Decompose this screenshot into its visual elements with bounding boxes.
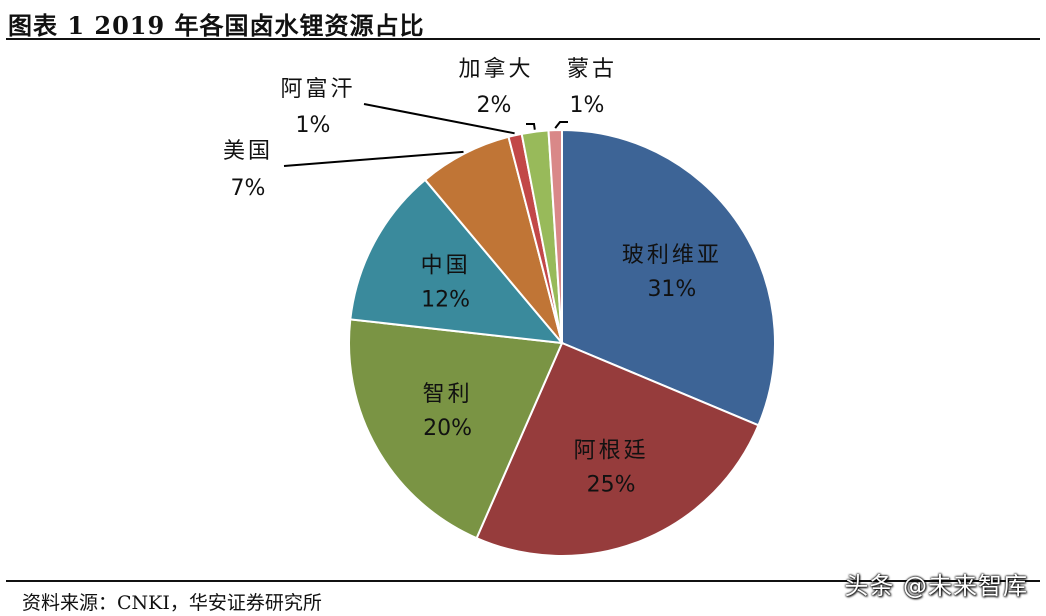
watermark: 头条 @未来智库 — [844, 572, 1028, 600]
title-divider — [6, 38, 1040, 40]
pie-slice-7 — [547, 128, 563, 344]
pie-slice-1 — [475, 341, 760, 557]
slice-pct-label-7: 1% — [570, 93, 605, 118]
slice-pct-label-3: 12% — [421, 288, 470, 313]
slice-name-label-0: 玻利维亚 — [622, 243, 722, 268]
leader-line-5 — [363, 103, 515, 135]
pie-slice-3 — [349, 178, 565, 345]
slice-name-label-6: 加拿大 — [458, 56, 533, 82]
footer-divider — [6, 580, 1040, 582]
slice-name-label-7: 蒙古 — [567, 57, 617, 82]
slice-name-label-5: 阿富汗 — [280, 77, 355, 102]
pie-chart-svg: 玻利维亚 31% 阿根廷 25% 智利 20% 中国 12% 美国 7% 阿富汗 1% 加拿大 2% 蒙古 1… — [223, 56, 776, 557]
leader-lines — [283, 103, 568, 167]
slice-pct-label-1: 25% — [587, 473, 636, 498]
leader-line-6 — [526, 123, 536, 130]
slice-pct-label-6: 2% — [477, 93, 512, 118]
pie-slice-2 — [347, 318, 564, 540]
slice-pct-label-4: 7% — [231, 176, 266, 201]
pie-chart: 玻利维亚 31% 阿根廷 25% 智利 20% 中国 12% 美国 7% 阿富汗 1% 加拿大 2% 蒙古 1… — [0, 40, 1046, 580]
slice-name-label-4: 美国 — [223, 139, 273, 164]
slice-name-label-1: 阿根廷 — [574, 439, 649, 464]
slice-pct-label-0: 31% — [647, 277, 696, 302]
source-note: 资料来源：CNKI，华安证券研究所 — [22, 592, 322, 614]
slice-pct-label-5: 1% — [296, 113, 331, 138]
pie-slices — [347, 128, 776, 557]
pie-labels: 玻利维亚 31% 阿根廷 25% 智利 20% 中国 12% 美国 7% 阿富汗 1% 加拿大 2% 蒙古 1… — [223, 56, 722, 498]
pie-slice-0 — [561, 128, 776, 427]
slice-pct-label-2: 20% — [423, 416, 472, 441]
leader-line-4 — [283, 150, 464, 167]
slice-name-label-3: 中国 — [421, 254, 471, 279]
chart-title: 图表 1 2019 年各国卤水锂资源占比 — [8, 11, 425, 40]
leader-line-7 — [554, 121, 568, 129]
slice-name-label-2: 智利 — [423, 382, 473, 407]
